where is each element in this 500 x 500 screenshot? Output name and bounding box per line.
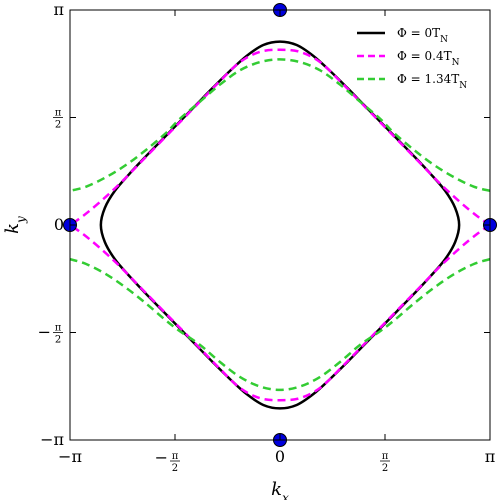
svg-text:0: 0 xyxy=(275,447,285,466)
svg-text:π: π xyxy=(172,451,179,462)
series-2-arc-1 xyxy=(70,258,490,392)
x-tick-label-3: π2 xyxy=(380,451,391,474)
x-axis-label: kx xyxy=(271,479,289,500)
x-tick-label-2: 0 xyxy=(275,447,285,466)
series-2-arc-0 xyxy=(70,58,490,192)
y-axis-label: ky xyxy=(2,216,28,234)
svg-text:π: π xyxy=(53,0,64,19)
svg-text:2: 2 xyxy=(382,463,388,474)
series-1-arc-1 xyxy=(70,223,490,402)
svg-text:0: 0 xyxy=(54,215,64,234)
svg-text:−π: −π xyxy=(58,447,82,466)
svg-text:π: π xyxy=(55,323,62,334)
y-tick-label-0: −π xyxy=(40,430,64,449)
svg-text:π: π xyxy=(485,447,496,466)
plot-curves xyxy=(70,40,490,410)
svg-text:−: − xyxy=(38,323,51,342)
legend-label-2: Φ = 1.34TN xyxy=(397,72,467,91)
legend: Φ = 0TN Φ = 0.4TN Φ = 1.34TN xyxy=(357,26,467,91)
x-tick-label-0: −π xyxy=(58,447,82,466)
svg-text:π: π xyxy=(55,107,62,118)
legend-label-0: Φ = 0TN xyxy=(397,26,448,45)
x-tick-label-4: π xyxy=(485,447,496,466)
svg-text:−: − xyxy=(155,448,168,467)
svg-text:2: 2 xyxy=(55,119,61,130)
axis-labels: kx ky xyxy=(2,216,289,500)
y-tick-label-2: 0 xyxy=(54,215,64,234)
svg-text:2: 2 xyxy=(172,463,178,474)
y-tick-label-4: π xyxy=(53,0,64,19)
y-tick-label-1: − π2 xyxy=(38,323,63,346)
svg-text:π: π xyxy=(382,451,389,462)
series-1-arc-0 xyxy=(70,48,490,227)
svg-text:2: 2 xyxy=(55,335,61,346)
x-tick-label-1: − π2 xyxy=(155,448,180,474)
series-0-curve xyxy=(99,40,461,410)
legend-label-1: Φ = 0.4TN xyxy=(397,49,460,68)
svg-text:−π: −π xyxy=(40,430,64,449)
special-point-markers xyxy=(63,3,497,447)
y-tick-label-3: π2 xyxy=(53,107,63,130)
